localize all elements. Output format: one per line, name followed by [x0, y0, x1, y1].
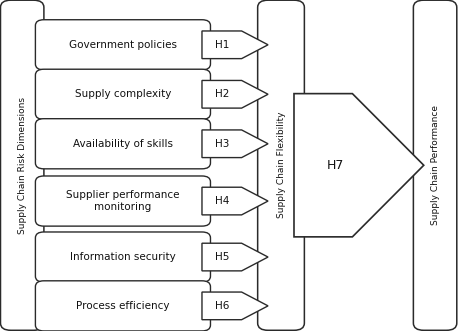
- Text: Supply Chain Flexibility: Supply Chain Flexibility: [276, 112, 285, 218]
- FancyBboxPatch shape: [36, 176, 210, 226]
- FancyBboxPatch shape: [36, 20, 210, 70]
- Polygon shape: [202, 292, 268, 320]
- Polygon shape: [202, 187, 268, 215]
- Text: H6: H6: [215, 301, 229, 311]
- FancyBboxPatch shape: [413, 0, 457, 330]
- Text: H4: H4: [215, 196, 229, 206]
- Polygon shape: [202, 80, 268, 108]
- FancyBboxPatch shape: [0, 0, 44, 330]
- Text: Information security: Information security: [70, 252, 176, 262]
- Text: Government policies: Government policies: [69, 40, 177, 50]
- Text: H2: H2: [215, 89, 229, 99]
- FancyBboxPatch shape: [36, 119, 210, 169]
- Text: H7: H7: [327, 159, 344, 172]
- FancyBboxPatch shape: [36, 281, 210, 331]
- FancyBboxPatch shape: [258, 0, 304, 330]
- FancyBboxPatch shape: [36, 232, 210, 282]
- Polygon shape: [202, 31, 268, 59]
- Text: H5: H5: [215, 252, 229, 262]
- Text: Availability of skills: Availability of skills: [73, 139, 173, 149]
- Text: H3: H3: [215, 139, 229, 149]
- Text: H1: H1: [215, 40, 229, 50]
- Polygon shape: [294, 94, 424, 237]
- Polygon shape: [202, 130, 268, 158]
- Text: Supply Chain Performance: Supply Chain Performance: [430, 105, 439, 225]
- Text: Supplier performance
monitoring: Supplier performance monitoring: [66, 190, 180, 212]
- Text: Process efficiency: Process efficiency: [76, 301, 170, 311]
- Text: Supply complexity: Supply complexity: [75, 89, 171, 99]
- Polygon shape: [202, 243, 268, 271]
- FancyBboxPatch shape: [36, 69, 210, 119]
- Text: Supply Chain Risk Dimensions: Supply Chain Risk Dimensions: [18, 97, 27, 234]
